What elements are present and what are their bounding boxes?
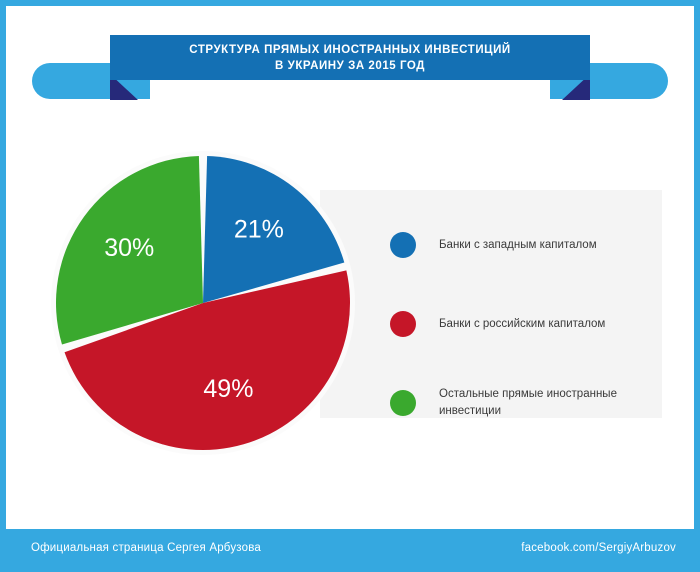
legend-swatch-green-icon [390, 390, 416, 416]
pie-slice-value-label: 30% [104, 234, 154, 262]
legend-swatch-blue-icon [390, 232, 416, 258]
footer-page-name: Официальная страница Сергея Арбузова [31, 541, 261, 554]
footer-bar: Официальная страница Сергея Арбузова fac… [6, 529, 694, 566]
legend-label-russian-banks: Банки с российским капиталом [439, 317, 606, 330]
title-banner: СТРУКТУРА ПРЯМЫХ ИНОСТРАННЫХ ИНВЕСТИЦИЙ … [110, 35, 590, 80]
legend-list: Банки с западным капиталом Банки с росси… [390, 216, 652, 453]
title-line-2: В УКРАИНУ ЗА 2015 ГОД [275, 59, 425, 72]
footer-facebook-link[interactable]: facebook.com/SergiyArbuzov [521, 541, 676, 554]
title-ribbon: СТРУКТУРА ПРЯМЫХ ИНОСТРАННЫХ ИНВЕСТИЦИЙ … [6, 29, 694, 100]
legend-label-western-banks: Банки с западным капиталом [439, 238, 597, 251]
pie-slice[interactable] [203, 156, 345, 303]
legend-item-russian-banks[interactable]: Банки с российским капиталом [390, 295, 652, 353]
legend-swatch-red-icon [390, 311, 416, 337]
pie-slice-value-label: 21% [234, 216, 284, 244]
pie-slice[interactable] [64, 270, 351, 450]
pie-slice-value-label: 49% [203, 375, 253, 403]
legend-item-western-banks[interactable]: Банки с западным капиталом [390, 216, 652, 274]
legend-item-other-fdi[interactable]: Остальные прямые иностранные инвестиции [390, 374, 652, 432]
legend-label-other-fdi: Остальные прямые иностранные инвестиции [439, 388, 617, 417]
title-line-1: СТРУКТУРА ПРЯМЫХ ИНОСТРАННЫХ ИНВЕСТИЦИЙ [189, 43, 511, 56]
pie-chart: 21% 49% 30% [48, 150, 358, 460]
pie-slice[interactable] [56, 156, 203, 345]
pie-chart-svg: 21% 49% 30% [51, 151, 355, 455]
pie-slice-labels: 21% 49% 30% [104, 216, 284, 404]
legend-panel: Банки с западным капиталом Банки с росси… [320, 190, 662, 418]
pie-slices [56, 156, 351, 450]
